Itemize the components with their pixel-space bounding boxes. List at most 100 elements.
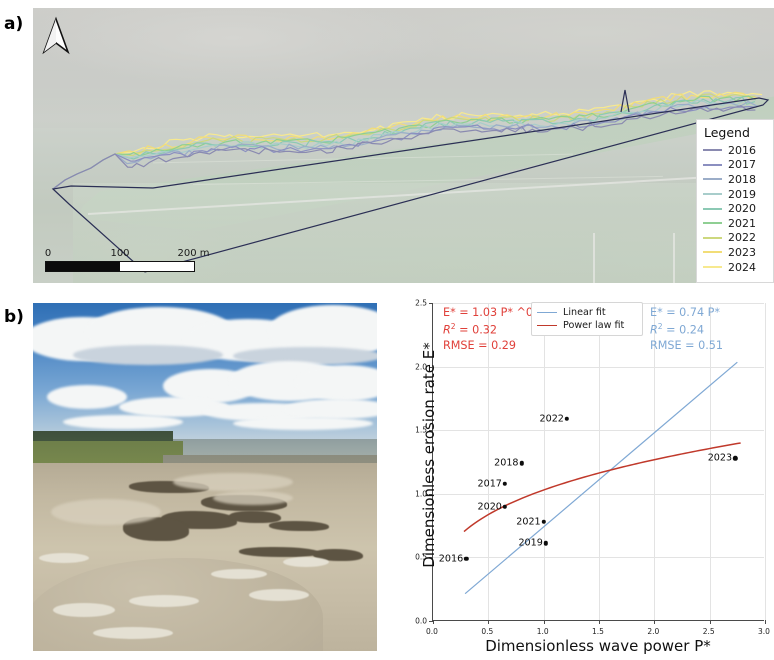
legend-item-linear-fit[interactable]: Linear fit [537, 306, 637, 319]
legend-line-swatch [703, 236, 722, 239]
y-tick [429, 303, 433, 304]
fit-curves [463, 361, 741, 595]
power-law-r2: R2 = 0.32 [443, 322, 498, 338]
scalebar-tick-100: 100 [110, 248, 130, 259]
cloud [119, 397, 229, 417]
map-legend-item-2021[interactable]: 2021 [703, 216, 767, 231]
chart-legend: Linear fit Power law fit [531, 302, 643, 336]
scalebar: 0 100 200 m [44, 248, 210, 272]
shell-hash [53, 603, 115, 617]
map-legend-item-2022[interactable]: 2022 [703, 231, 767, 246]
data-point-2017[interactable] [502, 481, 508, 486]
cloud-shadow [233, 347, 377, 365]
erosion-scarp [313, 549, 363, 561]
y-tick-label: 1.0 [415, 489, 427, 499]
legend-year-label: 2017 [728, 158, 756, 172]
data-point-2022[interactable] [564, 416, 570, 421]
map-legend-item-2016[interactable]: 2016 [703, 143, 767, 158]
scalebar-segment [46, 262, 120, 271]
y-tick-label: 1.5 [415, 425, 427, 435]
map-road [673, 233, 675, 283]
x-tick-label: 0.5 [481, 627, 494, 636]
gridline-v [599, 303, 600, 620]
scalebar-tick-0: 0 [44, 248, 52, 259]
erosion-scarp [269, 521, 329, 531]
gridline-v [654, 303, 656, 620]
x-tick-label: 1.0 [536, 627, 549, 636]
x-tick [709, 620, 711, 624]
y-tick [429, 493, 433, 495]
gridline-v [488, 303, 490, 620]
cloud [295, 365, 377, 401]
x-tick [543, 620, 545, 624]
sand-highlight [51, 499, 161, 525]
scalebar-labels: 0 100 200 m [44, 248, 210, 261]
y-tick [429, 430, 433, 432]
scalebar-bar [45, 261, 195, 272]
data-point-2019[interactable] [543, 541, 549, 546]
erosion-scarp [239, 547, 319, 557]
map-legend-item-2019[interactable]: 2019 [703, 187, 767, 202]
map-legend-rows: 2016 2017 2018 2019 2020 2021 2022 2023 2024 [703, 143, 767, 274]
data-point-label-2021: 2021 [516, 516, 541, 528]
linear-fit-annotation: E* = 0.74 P* R2 = 0.24 RMSE = 0.51 [650, 306, 723, 353]
map-legend-title: Legend [704, 125, 750, 140]
shell-hash [249, 589, 309, 601]
x-tick-label: 2.0 [647, 627, 660, 636]
legend-line-swatch [703, 178, 722, 181]
map-legend: Legend 2016 2017 2018 2019 2020 2021 2022 2023 2… [696, 119, 774, 283]
x-tick [433, 620, 434, 624]
legend-year-label: 2019 [728, 187, 756, 201]
erosion-scarp [229, 511, 281, 523]
x-tick-label: 3.0 [758, 627, 770, 636]
map-legend-item-2023[interactable]: 2023 [703, 245, 767, 260]
x-tick-label: 0.0 [426, 627, 438, 636]
north-arrow-icon [42, 16, 70, 55]
cloud [47, 385, 127, 409]
map-legend-item-2018[interactable]: 2018 [703, 172, 767, 187]
map-legend-item-2024[interactable]: 2024 [703, 260, 767, 275]
linear-equation: E* = 0.74 P* [650, 306, 720, 319]
map-intertidal-flats [33, 8, 774, 128]
data-point-2021[interactable] [541, 519, 546, 524]
shell-hash [283, 557, 329, 567]
shell-hash [93, 627, 173, 639]
linear-rmse: RMSE = 0.51 [650, 338, 723, 352]
sand-highlight [213, 491, 293, 505]
cloud-shadow [73, 345, 223, 365]
legend-year-label: 2021 [728, 216, 756, 230]
legend-line-swatch [703, 207, 722, 210]
gridline-h [433, 366, 764, 368]
legend-year-label: 2024 [728, 260, 756, 274]
power-law-annotation: E* = 1.03 P* ^0.30 R2 = 0.32 RMSE = 0.29 [443, 306, 551, 353]
legend-line-swatch [703, 222, 722, 225]
data-point-2023[interactable] [732, 455, 738, 461]
linear-fit-line [464, 361, 738, 595]
gridline-v [765, 303, 766, 620]
legend-item-power-law-fit[interactable]: Power law fit [537, 319, 637, 332]
data-point-2016[interactable] [463, 556, 469, 561]
data-point-label-2017: 2017 [477, 478, 502, 490]
cloud [283, 399, 377, 419]
gridline-h [433, 557, 764, 559]
scalebar-segment [120, 262, 194, 271]
data-point-2018[interactable] [519, 461, 524, 466]
map-panel: 0 100 200 m Legend 2016 2017 2018 2019 2020 2… [33, 8, 774, 283]
x-tick [654, 620, 656, 624]
map-legend-item-2020[interactable]: 2020 [703, 201, 767, 216]
map-legend-item-2017[interactable]: 2017 [703, 158, 767, 173]
plot-area: 2016 2017 2018 2019 2020 2021 2022 2023 [429, 303, 766, 624]
y-tick [429, 557, 433, 559]
data-point-2020[interactable] [502, 504, 508, 509]
legend-year-label: 2016 [728, 143, 756, 157]
legend-year-label: 2018 [728, 172, 756, 186]
erosion-rate-scatter-chart: 2016 2017 2018 2019 2020 2021 2022 2023 0.0 0.5 1… [395, 296, 774, 660]
y-tick-label: 2.5 [415, 298, 427, 308]
legend-label: Linear fit [563, 307, 606, 318]
photo-panel [33, 303, 377, 651]
map-road [593, 233, 595, 283]
x-tick [599, 620, 600, 624]
gridline-v [543, 303, 545, 620]
x-tick [765, 620, 766, 624]
gridline-h [433, 430, 764, 432]
